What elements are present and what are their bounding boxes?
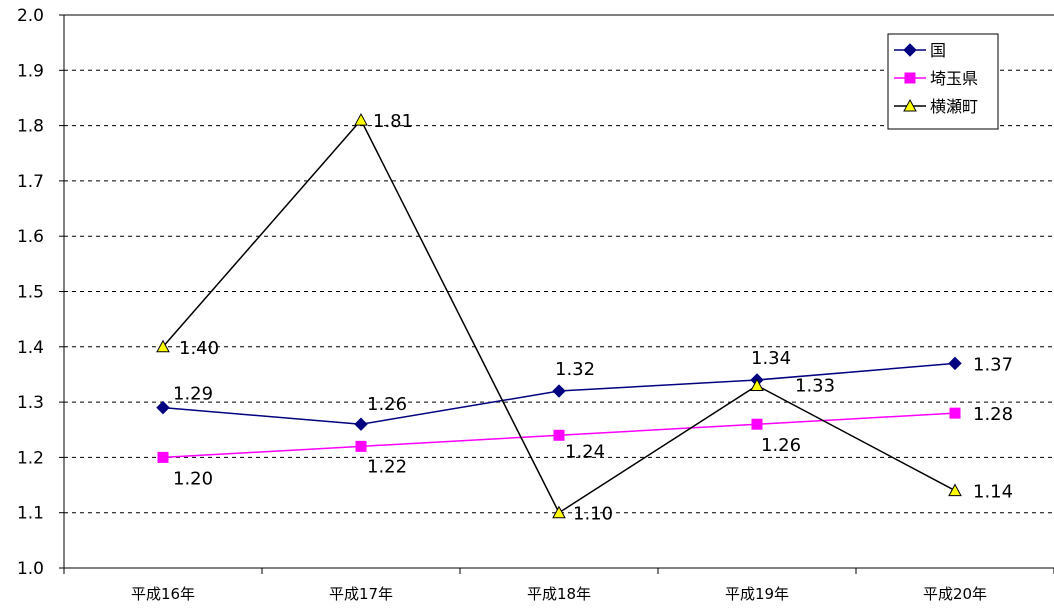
data-label: 1.26 [367,394,407,415]
data-point-triangle [903,98,917,112]
data-point-triangle [750,378,764,392]
data-point-diamond [354,417,368,431]
grid-lines [64,69,1054,514]
y-tick-label: 1.5 [17,283,44,303]
y-tick-label: 1.9 [17,61,44,81]
x-tick-label: 平成17年 [329,585,393,603]
data-label: 1.24 [565,441,605,462]
series-group [156,113,962,519]
y-tick-label: 1.1 [17,504,44,524]
data-point-square [904,72,916,84]
data-point-triangle [552,505,566,519]
y-tick-label: 1.8 [17,117,44,137]
data-label: 1.28 [973,404,1013,425]
legend-entry: 国 [894,41,946,60]
data-label: 1.34 [751,348,791,369]
legend-entry: 横瀬町 [894,97,978,116]
y-tick-label: 1.3 [17,393,44,413]
data-point-diamond [156,400,170,415]
series-diamond [156,356,962,431]
series-triangle [156,113,962,519]
data-label: 1.81 [373,111,413,132]
x-tick-label: 平成20年 [923,585,987,603]
y-tick-label: 1.2 [17,448,44,468]
y-axis-ticks: 1.0 1.1 1.2 1.3 1.4 1.5 1.6 1.7 1.8 1.9 2.0 [17,6,64,579]
data-point-square [157,451,169,463]
data-point-triangle [948,483,962,497]
data-point-diamond [903,43,917,57]
y-tick-label: 1.0 [17,559,44,579]
legend-entry: 埼玉県 [894,69,978,88]
y-tick-label: 1.7 [17,172,44,192]
y-tick-label: 1.6 [17,227,44,247]
legend-label: 横瀬町 [930,97,978,116]
series-square [157,407,961,463]
y-tick-label: 1.4 [17,338,44,358]
data-label: 1.37 [973,354,1013,375]
data-label: 1.32 [555,359,595,380]
data-point-diamond [948,356,962,371]
data-point-square [949,407,961,419]
series-line [162,118,956,514]
legend-label: 国 [930,41,946,60]
data-label: 1.10 [573,504,613,525]
x-tick-label: 平成16年 [131,585,195,603]
data-point-triangle [354,113,368,126]
x-tick-label: 平成19年 [725,585,789,603]
data-label: 1.22 [367,456,407,477]
data-point-triangle [156,339,170,353]
x-axis-ticks: 平成16年 平成17年 平成18年 平成19年 平成20年 [63,568,1054,603]
data-labels: 1.29 1.26 1.32 1.34 1.37 1.20 1.22 1.24 1.26 1.28… [173,111,1013,525]
data-label: 1.20 [173,468,213,489]
data-label: 1.29 [173,384,213,405]
x-tick-label: 平成18年 [527,585,591,603]
data-label: 1.33 [795,376,835,397]
data-label: 1.40 [179,338,219,359]
data-point-square [553,429,565,441]
data-point-square [355,440,367,452]
data-point-square [751,418,763,430]
data-label: 1.26 [761,435,801,456]
data-label: 1.14 [973,482,1013,503]
data-point-diamond [552,384,566,398]
legend-label: 埼玉県 [930,69,978,88]
y-tick-label: 2.0 [17,6,44,26]
